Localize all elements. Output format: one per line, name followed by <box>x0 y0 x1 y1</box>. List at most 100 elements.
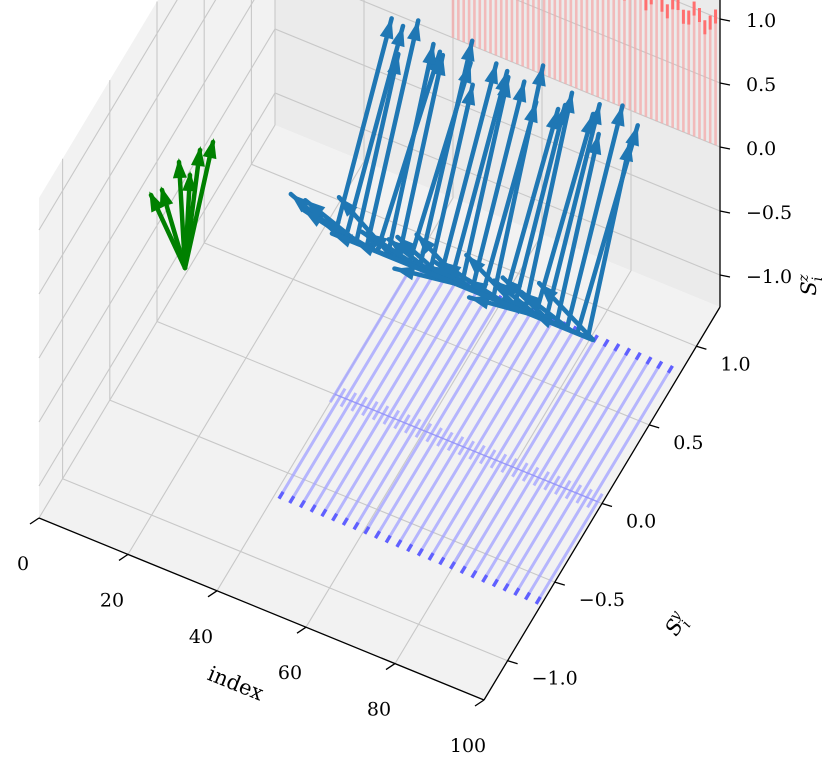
reference-vector-head <box>172 158 187 179</box>
spin-arrow-head <box>532 65 546 87</box>
spin-arrow-head <box>431 55 446 77</box>
xy-projection-arrow <box>417 444 486 557</box>
spin-arrow-head <box>469 295 491 310</box>
xy-projection-arrow <box>492 475 561 588</box>
spin-arrow-head <box>422 44 437 66</box>
spin-arrow-head <box>391 26 405 48</box>
xy-projection-arrow-head <box>309 504 317 513</box>
xy-projection-arrow <box>457 312 546 456</box>
x-tick <box>207 590 218 598</box>
spin-arrow-head <box>467 279 489 297</box>
y-tick <box>554 581 565 586</box>
xy-projection-arrow-head <box>645 356 653 365</box>
z-tick-label: 0.0 <box>746 138 776 160</box>
spin-arrow <box>585 138 633 340</box>
spin-arrow <box>427 82 475 276</box>
x-tick-label: 80 <box>367 699 391 721</box>
y-tick <box>601 502 613 508</box>
xy-projection-arrow <box>425 299 513 443</box>
tick-labels: 0 20 40 60 80 100 −1.0 −0.5 0.0 0.5 1.0 −1.0 −0.5 0.0… <box>17 10 792 757</box>
spin-arrow-head <box>588 104 602 126</box>
xy-projection-arrow <box>328 259 417 403</box>
xy-projection-arrow <box>500 330 588 474</box>
xy-projection-arrow <box>449 457 518 570</box>
z-tick <box>719 18 731 22</box>
reference-vectors <box>148 138 217 271</box>
xy-projection-arrow-head <box>666 364 674 374</box>
x-tick <box>296 626 307 634</box>
z-tick <box>719 82 731 86</box>
spin-arrow <box>417 38 475 272</box>
y-tick <box>507 660 518 665</box>
reference-vector-head <box>182 171 197 192</box>
spin-arrow <box>490 63 546 302</box>
spin-arrow-head <box>367 233 388 251</box>
xy-projection-arrow <box>481 471 550 583</box>
grid-line-z <box>38 28 721 423</box>
x-tick <box>385 663 396 671</box>
spin-arrow-head <box>512 81 527 103</box>
xy-projection-arrow <box>543 347 631 491</box>
xy-projection-arrow <box>521 338 610 482</box>
x-tick-label: 40 <box>189 626 213 648</box>
xy-projection-arrow-head <box>613 343 621 352</box>
xy-projection-arrow-head <box>320 508 328 518</box>
xy-projection-arrow <box>468 316 556 460</box>
z-tick-label: −0.5 <box>746 202 792 224</box>
xy-projection-arrow <box>288 392 358 504</box>
xy-projection-arrow-head <box>406 543 414 553</box>
xy-projection-arrow <box>446 308 535 452</box>
z-projection-bars <box>451 0 718 146</box>
spin-arrow-head <box>394 266 416 281</box>
xy-projection-arrow <box>575 360 664 504</box>
reference-vector-head <box>159 186 174 208</box>
z-tick <box>719 146 731 150</box>
spin-arrow-head <box>379 18 394 40</box>
xy-projection-arrow <box>374 427 443 539</box>
y-tick <box>649 424 660 429</box>
spin-arrow-head <box>484 63 498 85</box>
xy-projection-arrow <box>554 351 642 495</box>
spin-arrow-head <box>461 84 476 106</box>
xy-projection-arrow <box>406 440 475 553</box>
reference-vector <box>182 139 216 271</box>
z-tick-label: 1.0 <box>746 10 776 32</box>
spin-arrow-head <box>416 234 436 254</box>
spin-arrow-head <box>339 197 358 217</box>
xy-projection-arrow <box>384 431 454 544</box>
xy-projection-arrow-head <box>623 347 632 357</box>
xy-projection-arrow-head <box>438 556 446 566</box>
spin-arrow-head <box>619 141 633 163</box>
spin-arrow <box>469 79 527 293</box>
xy-projection-arrow-head <box>416 547 424 557</box>
xy-projection-arrow <box>404 290 492 434</box>
reference-vector-head <box>149 191 165 213</box>
spin-arrow-head <box>545 109 560 131</box>
grid-line-z <box>38 0 721 359</box>
grid-line-x <box>216 0 454 592</box>
xy-projection-baseline <box>334 393 598 503</box>
spin-arrow-head <box>407 20 421 42</box>
xy-projection-arrow <box>299 396 368 509</box>
xy-projection-arrow <box>339 264 428 408</box>
spin-arrow <box>395 52 446 263</box>
spin-arrow <box>343 23 406 241</box>
xy-projection-arrow <box>479 321 567 465</box>
xy-projection-arrow-head <box>373 530 382 539</box>
spin-arrow <box>501 106 561 306</box>
xy-projection-arrow <box>395 436 465 548</box>
spin-arrow-head <box>539 283 558 303</box>
xy-projection-arrow-head <box>363 526 371 535</box>
spin-arrow <box>564 103 625 332</box>
xy-projection-arrow <box>371 277 460 421</box>
spin-arrow-head <box>388 239 409 258</box>
z-tick-label: 0.5 <box>746 74 776 96</box>
xy-projection-arrow <box>586 365 674 509</box>
spin-chain-arrows <box>288 16 640 343</box>
spin-arrow <box>532 111 596 319</box>
xy-projection-arrow <box>331 409 400 522</box>
xy-projection-arrow-head <box>502 582 510 592</box>
xy-projection-arrow <box>438 453 508 566</box>
spin-arrow-head <box>290 194 311 213</box>
x-axis-label: index <box>204 662 267 706</box>
